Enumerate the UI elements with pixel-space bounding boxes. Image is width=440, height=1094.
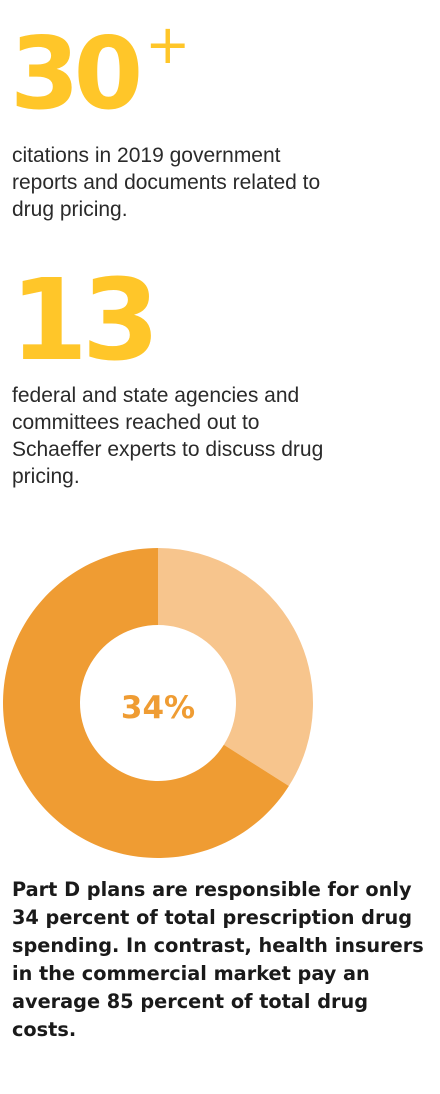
stat-number-agencies: 13: [10, 256, 160, 386]
stat-description-agencies: federal and state agencies and committee…: [12, 384, 324, 488]
donut-chart: 34%: [2, 548, 313, 858]
stat-number-citations: 30 +: [10, 18, 190, 124]
donut-slice-0: [158, 548, 313, 787]
donut-slice-1: [2, 548, 289, 858]
donut-slices: [2, 548, 313, 858]
caption: Part D plans are responsible for only 34…: [12, 878, 424, 1041]
stat-value: 30: [10, 15, 143, 132]
stat-description-citations: citations in 2019 government reports and…: [12, 144, 321, 221]
plus-sign: +: [145, 13, 191, 76]
donut-center-label: 34%: [121, 690, 195, 726]
